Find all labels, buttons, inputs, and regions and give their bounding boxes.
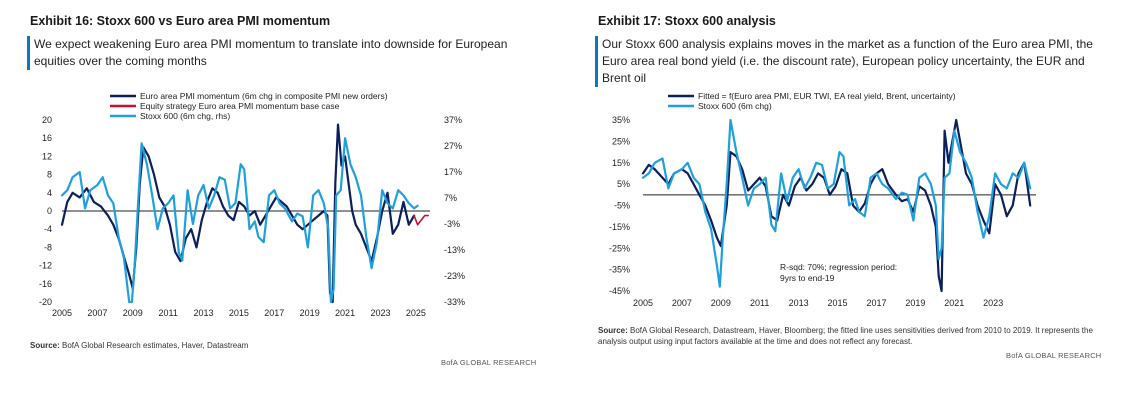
y-tick-label: 0 xyxy=(47,206,52,216)
y-right-tick-label: -13% xyxy=(444,245,465,255)
exhibit-16-source-label: Source: xyxy=(30,341,60,350)
x-tick-label: 2019 xyxy=(300,308,320,318)
y-right-tick-label: -3% xyxy=(444,219,460,229)
y-tick-label: -45% xyxy=(609,286,630,296)
exhibit-17-source: Source: BofA Global Research, Datastream… xyxy=(598,325,1103,347)
x-tick-label: 2005 xyxy=(52,308,72,318)
exhibit-17-chart: 35% 25% 15% 5% -5% -15% -25% -35% -45%2005 2007 20… xyxy=(609,91,1036,308)
y-tick-label: 35% xyxy=(612,115,630,125)
x-tick-label: 2007 xyxy=(87,308,107,318)
x-tick-label: 2011 xyxy=(750,298,769,308)
y-tick-label: 4 xyxy=(47,188,52,198)
exhibit-16-subtitle-text: We expect weakening Euro area PMI moment… xyxy=(34,37,508,68)
y-tick-label: -5% xyxy=(614,201,630,211)
y-tick-label: -16 xyxy=(39,279,52,289)
legend-label-1: Euro area PMI momentum (6m chg in compos… xyxy=(140,91,388,101)
exhibit-16-source: Source: BofA Global Research estimates, … xyxy=(30,340,248,351)
x-tick-label: 2023 xyxy=(370,308,390,318)
series-line-1 xyxy=(60,123,416,304)
y-tick-label: 5% xyxy=(617,179,630,189)
exhibit-16-panel: Exhibit 16: Stoxx 600 vs Euro area PMI m… xyxy=(0,0,560,400)
legend-label-2: Stoxx 600 (6m chg) xyxy=(698,101,772,111)
x-tick-label: 2017 xyxy=(866,298,886,308)
y-tick-label: -15% xyxy=(609,222,630,232)
x-tick-label: 2021 xyxy=(335,308,355,318)
y-right-tick-label: 37% xyxy=(444,115,462,125)
y-right-tick-label: -33% xyxy=(444,297,465,307)
y-right-tick-label: -23% xyxy=(444,271,465,281)
x-tick-label: 2017 xyxy=(264,308,284,318)
exhibit-17-subtitle: Our Stoxx 600 analysis explains moves in… xyxy=(595,36,1102,87)
y-right-tick-label: 17% xyxy=(444,167,462,177)
legend-label-2: Equity strategy Euro area PMI momentum b… xyxy=(140,101,340,111)
x-tick-label: 2013 xyxy=(194,308,214,318)
x-tick-label: 2009 xyxy=(711,298,731,308)
y-tick-label: 8 xyxy=(47,170,52,180)
x-tick-label: 2023 xyxy=(983,298,1003,308)
y-tick-label: 12 xyxy=(42,151,52,161)
x-tick-label: 2005 xyxy=(633,298,653,308)
y-tick-label: 15% xyxy=(612,158,630,168)
y-tick-label: 20 xyxy=(42,115,52,125)
y-tick-label: -35% xyxy=(609,265,630,275)
x-tick-label: 2015 xyxy=(828,298,848,308)
x-tick-label: 2013 xyxy=(789,298,809,308)
legend-label-3: Stoxx 600 (6m chg, rhs) xyxy=(140,111,230,121)
exhibit-16-title: Exhibit 16: Stoxx 600 vs Euro area PMI m… xyxy=(30,14,331,28)
x-tick-label: 2007 xyxy=(672,298,692,308)
y-right-tick-label: 27% xyxy=(444,141,462,151)
series-line-2 xyxy=(413,214,430,226)
chart-annotation: R-sqd: 70%; regression period: xyxy=(780,262,897,272)
y-tick-label: -4 xyxy=(44,224,52,234)
exhibit-17-title: Exhibit 17: Stoxx 600 analysis xyxy=(598,14,776,28)
exhibit-16-brand: BofA GLOBAL RESEARCH xyxy=(441,358,537,367)
y-right-tick-label: 7% xyxy=(444,193,457,203)
y-tick-label: -20 xyxy=(39,297,52,307)
x-tick-label: 2025 xyxy=(406,308,426,318)
exhibit-17-source-text: BofA Global Research, Datastream, Haver,… xyxy=(598,326,1093,346)
series-line-2 xyxy=(641,118,1032,288)
chart-annotation: 9yrs to end-19 xyxy=(780,273,835,283)
exhibit-17-panel: Exhibit 17: Stoxx 600 analysis Our Stoxx… xyxy=(568,0,1136,400)
exhibit-16-source-text: BofA Global Research estimates, Haver, D… xyxy=(59,341,249,350)
exhibit-17-source-label: Source: xyxy=(598,326,628,335)
series-line-3 xyxy=(60,137,419,304)
x-tick-label: 2019 xyxy=(905,298,925,308)
exhibit-17-subtitle-text: Our Stoxx 600 analysis explains moves in… xyxy=(602,37,1093,85)
x-tick-label: 2011 xyxy=(158,308,177,318)
exhibit-16-subtitle: We expect weakening Euro area PMI moment… xyxy=(27,36,539,70)
x-tick-label: 2015 xyxy=(229,308,249,318)
exhibit-17-brand: BofA GLOBAL RESEARCH xyxy=(1006,351,1102,360)
exhibit-16-chart: 20 16 12 8 4 0 -4 -8 -12 -16 -20 37% 27% 17% 7% -3% -13%… xyxy=(39,91,465,318)
x-tick-label: 2021 xyxy=(944,298,964,308)
y-tick-label: 25% xyxy=(612,136,630,146)
y-tick-label: -8 xyxy=(44,242,52,252)
y-tick-label: 16 xyxy=(42,133,52,143)
y-tick-label: -25% xyxy=(609,243,630,253)
legend-label-1: Fitted = f(Euro area PMI, EUR TWI, EA re… xyxy=(698,91,956,101)
y-tick-label: -12 xyxy=(39,261,52,271)
x-tick-label: 2009 xyxy=(123,308,143,318)
